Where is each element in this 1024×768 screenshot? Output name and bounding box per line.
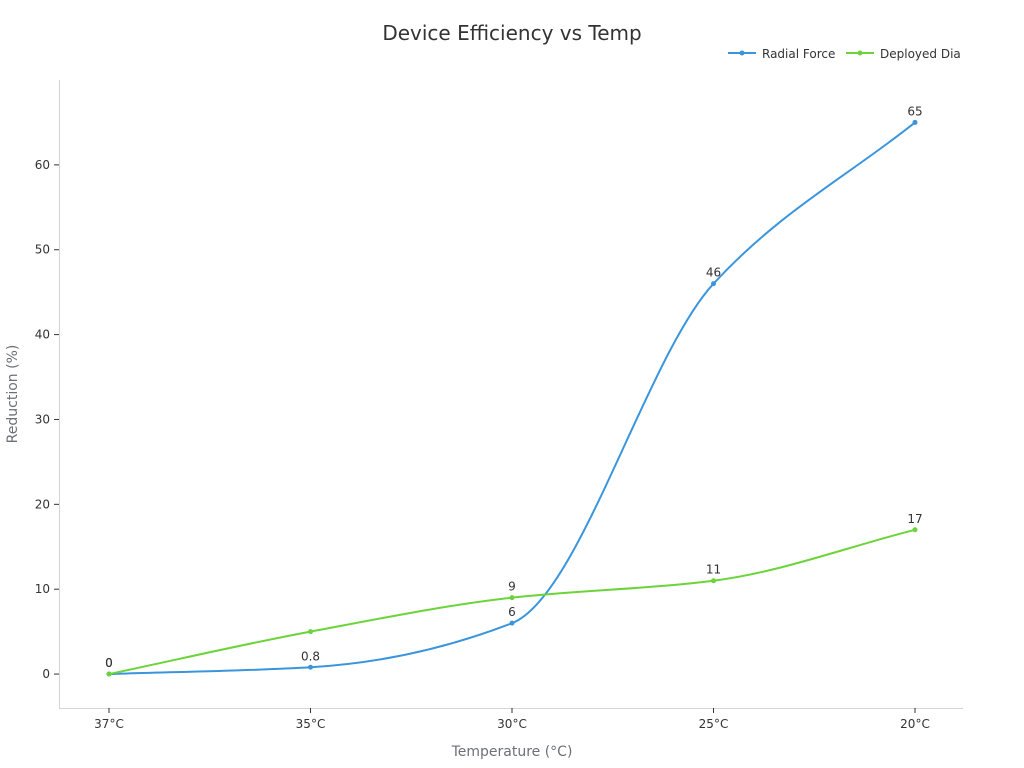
data-point-deployed-dia[interactable] (308, 629, 313, 635)
y-tick-label: 30 (35, 412, 50, 426)
y-tick-label: 0 (42, 667, 50, 681)
data-label-deployed-dia: 11 (706, 563, 721, 577)
chart-title: Device Efficiency vs Temp (382, 21, 641, 45)
data-point-radial-force[interactable] (711, 281, 716, 287)
series-line-radial-force (108, 121, 916, 676)
data-label-radial-force: 0 (105, 656, 113, 670)
legend-item-radial-force[interactable]: Radial Force (728, 47, 835, 61)
legend-marker-deployed-dia (857, 50, 863, 56)
x-tick-label: 25°C (699, 717, 729, 731)
data-point-deployed-dia[interactable] (912, 527, 918, 533)
data-label-radial-force: 46 (706, 266, 721, 280)
legend-label-radial-force: Radial Force (762, 47, 835, 61)
y-tick-label: 20 (35, 497, 50, 511)
data-point-deployed-dia[interactable] (106, 671, 112, 677)
series-radial-force: 0 0.8 6 46 65 (105, 104, 923, 677)
y-tick-label: 40 (35, 328, 50, 342)
legend: Radial Force Deployed Dia (728, 47, 961, 61)
data-point-deployed-dia[interactable] (711, 578, 716, 584)
series-line-deployed-dia (108, 528, 916, 676)
y-axis-title: Reduction (%) (5, 345, 21, 444)
x-tick-label: 20°C (900, 717, 930, 731)
legend-item-deployed-dia[interactable]: Deployed Dia (846, 47, 961, 61)
data-label-deployed-dia: 0 (105, 656, 113, 670)
data-label-radial-force: 0.8 (301, 649, 320, 663)
x-tick-label: 35°C (296, 717, 326, 731)
series-deployed-dia: 0 9 11 17 (105, 512, 923, 677)
x-tick-label: 30°C (497, 717, 527, 731)
x-axis-ticks: 37°C 35°C 30°C 25°C 20°C (94, 708, 930, 731)
x-axis-title: Temperature (°C) (451, 744, 573, 760)
legend-marker-radial-force (739, 50, 745, 56)
data-label-radial-force: 6 (508, 605, 516, 619)
data-label-radial-force: 65 (907, 104, 922, 118)
data-point-deployed-dia[interactable] (509, 595, 515, 601)
data-label-deployed-dia: 9 (508, 580, 516, 594)
x-tick-label: 37°C (94, 717, 124, 731)
data-point-radial-force[interactable] (912, 119, 918, 125)
y-tick-label: 60 (35, 158, 50, 172)
data-point-radial-force[interactable] (308, 664, 313, 670)
y-tick-label: 10 (35, 582, 50, 596)
legend-label-deployed-dia: Deployed Dia (880, 47, 961, 61)
y-axis-ticks: 0 10 20 30 40 50 60 (35, 158, 59, 681)
y-tick-label: 50 (35, 243, 50, 257)
data-label-deployed-dia: 17 (907, 512, 922, 526)
data-point-radial-force[interactable] (509, 620, 515, 626)
